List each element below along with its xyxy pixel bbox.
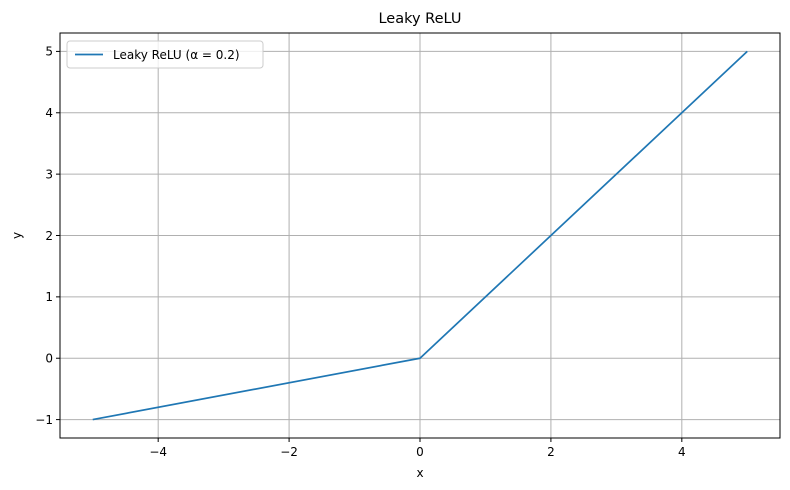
x-tick-label: 0	[416, 445, 424, 459]
y-tick-label: 4	[45, 106, 53, 120]
series-layer	[92, 50, 748, 421]
x-tick-label: 2	[547, 445, 555, 459]
plot-area: −4 −2 0 2 4 −1 0 1 2 3 4 5	[35, 32, 781, 459]
legend-label: Leaky ReLU (α = 0.2)	[113, 48, 240, 62]
y-tick-label: −1	[35, 413, 53, 427]
y-axis-ticks: −1 0 1 2 3 4 5	[35, 45, 60, 427]
y-tick-label: 3	[45, 167, 53, 181]
x-axis-ticks: −4 −2 0 2 4	[149, 438, 686, 459]
chart-title: Leaky ReLU	[378, 11, 461, 27]
x-tick-label: −4	[149, 445, 167, 459]
y-tick-label: 0	[45, 352, 53, 366]
x-tick-label: −2	[280, 445, 298, 459]
y-tick-label: 2	[45, 229, 53, 243]
legend: Leaky ReLU (α = 0.2)	[66, 40, 264, 69]
y-tick-label: 1	[45, 290, 53, 304]
series-line	[92, 50, 748, 421]
y-tick-label: 5	[45, 45, 53, 59]
x-axis-label: x	[416, 466, 423, 480]
x-tick-label: 4	[678, 445, 686, 459]
legend-box	[66, 40, 264, 69]
y-axis-label: y	[10, 232, 24, 239]
